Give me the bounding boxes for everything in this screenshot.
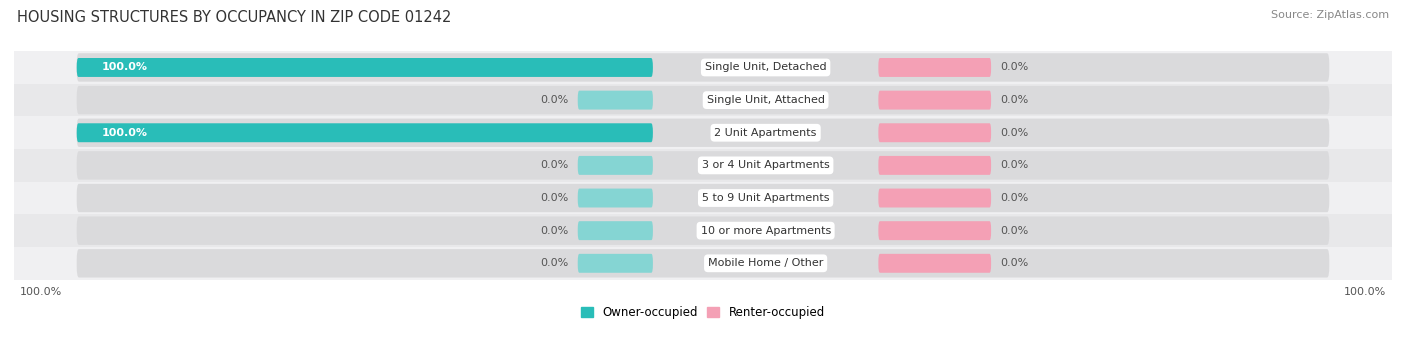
FancyBboxPatch shape <box>77 123 652 142</box>
Text: 0.0%: 0.0% <box>1001 128 1029 138</box>
Text: 0.0%: 0.0% <box>1001 62 1029 73</box>
FancyBboxPatch shape <box>77 184 1329 212</box>
Text: Single Unit, Attached: Single Unit, Attached <box>707 95 825 105</box>
Text: 3 or 4 Unit Apartments: 3 or 4 Unit Apartments <box>702 160 830 170</box>
FancyBboxPatch shape <box>77 151 1329 180</box>
Text: 100.0%: 100.0% <box>101 128 148 138</box>
Text: 0.0%: 0.0% <box>1001 160 1029 170</box>
Text: 0.0%: 0.0% <box>1001 95 1029 105</box>
FancyBboxPatch shape <box>578 156 652 175</box>
Bar <box>14 116 1392 149</box>
Text: 0.0%: 0.0% <box>1001 193 1029 203</box>
Bar <box>14 214 1392 247</box>
Text: 0.0%: 0.0% <box>540 160 568 170</box>
Text: 100.0%: 100.0% <box>20 287 63 297</box>
Legend: Owner-occupied, Renter-occupied: Owner-occupied, Renter-occupied <box>576 301 830 324</box>
FancyBboxPatch shape <box>879 58 991 77</box>
FancyBboxPatch shape <box>578 189 652 207</box>
Text: 5 to 9 Unit Apartments: 5 to 9 Unit Apartments <box>702 193 830 203</box>
FancyBboxPatch shape <box>77 58 652 77</box>
Text: 0.0%: 0.0% <box>1001 226 1029 236</box>
FancyBboxPatch shape <box>77 217 1329 245</box>
Text: 0.0%: 0.0% <box>540 95 568 105</box>
FancyBboxPatch shape <box>879 156 991 175</box>
FancyBboxPatch shape <box>578 221 652 240</box>
Text: Source: ZipAtlas.com: Source: ZipAtlas.com <box>1271 10 1389 20</box>
Text: 100.0%: 100.0% <box>101 62 148 73</box>
Text: HOUSING STRUCTURES BY OCCUPANCY IN ZIP CODE 01242: HOUSING STRUCTURES BY OCCUPANCY IN ZIP C… <box>17 10 451 25</box>
Text: 10 or more Apartments: 10 or more Apartments <box>700 226 831 236</box>
Text: 0.0%: 0.0% <box>1001 258 1029 268</box>
Text: 0.0%: 0.0% <box>540 258 568 268</box>
Bar <box>14 51 1392 84</box>
FancyBboxPatch shape <box>879 189 991 207</box>
Bar <box>14 84 1392 116</box>
FancyBboxPatch shape <box>578 254 652 273</box>
FancyBboxPatch shape <box>879 123 991 142</box>
Bar <box>14 149 1392 182</box>
Bar <box>14 182 1392 214</box>
FancyBboxPatch shape <box>578 91 652 109</box>
FancyBboxPatch shape <box>77 119 1329 147</box>
Bar <box>14 247 1392 280</box>
Text: 100.0%: 100.0% <box>1343 287 1386 297</box>
Text: Mobile Home / Other: Mobile Home / Other <box>709 258 824 268</box>
FancyBboxPatch shape <box>879 221 991 240</box>
Text: 0.0%: 0.0% <box>540 226 568 236</box>
FancyBboxPatch shape <box>77 249 1329 278</box>
FancyBboxPatch shape <box>879 254 991 273</box>
Text: Single Unit, Detached: Single Unit, Detached <box>704 62 827 73</box>
FancyBboxPatch shape <box>879 91 991 109</box>
Text: 0.0%: 0.0% <box>540 193 568 203</box>
FancyBboxPatch shape <box>77 86 1329 114</box>
Text: 2 Unit Apartments: 2 Unit Apartments <box>714 128 817 138</box>
FancyBboxPatch shape <box>77 53 1329 81</box>
